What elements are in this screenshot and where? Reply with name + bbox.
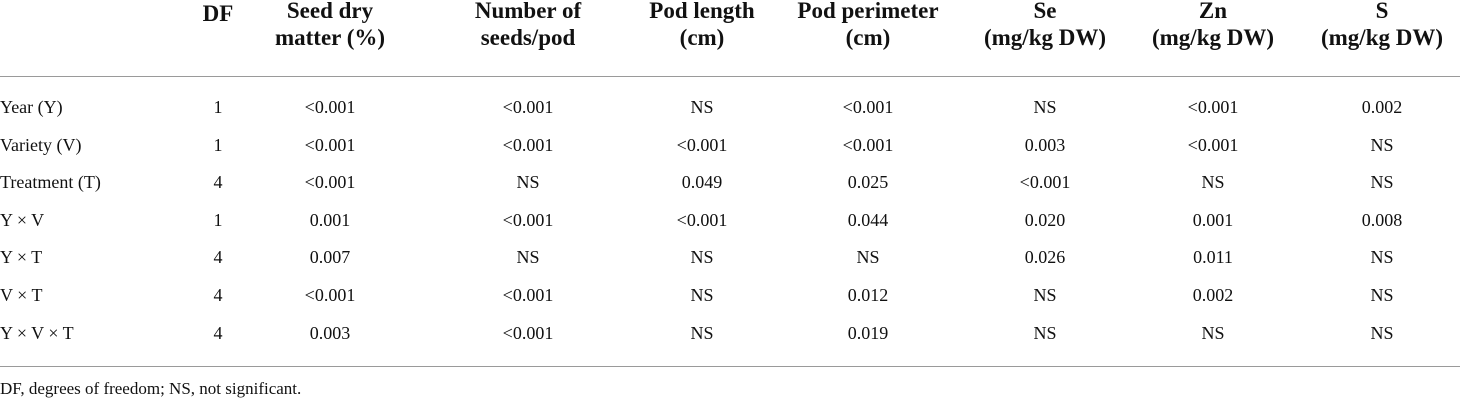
header-line: (cm) <box>679 25 725 50</box>
header-line: DF <box>202 1 234 26</box>
header-line: (mg/kg DW) <box>1151 25 1275 50</box>
column-header: S (mg/kg DW) <box>1321 0 1443 51</box>
cell-value: 0.025 <box>847 172 889 193</box>
cell-value: 1 <box>213 209 223 230</box>
cell-value: 0.049 <box>681 172 723 193</box>
cell-value: 0.002 <box>1361 97 1403 117</box>
cell-value: NS <box>1370 322 1394 343</box>
cell-value: <0.001 <box>842 97 894 117</box>
cell-value: NS <box>690 247 714 268</box>
cell-value: <0.001 <box>304 172 356 193</box>
cell-value: <0.001 <box>502 134 554 155</box>
cell-value: 0.002 <box>1192 285 1234 305</box>
cell-value: <0.001 <box>304 134 356 155</box>
header-line: S <box>1375 0 1389 23</box>
row-label: Y × V <box>0 209 45 230</box>
cell-value: 0.026 <box>1024 247 1066 268</box>
cell-value: <0.001 <box>1187 97 1239 117</box>
footnote: DF, degrees of freedom; NS, not signific… <box>0 379 302 398</box>
cell-value: 0.008 <box>1361 209 1403 230</box>
cell-value: NS <box>690 322 714 343</box>
column-header: Seed dry matter (%) <box>275 0 385 51</box>
row-label: Y × V × T <box>0 322 74 343</box>
column-header: Pod perimeter (cm) <box>797 0 938 51</box>
cell-value: <0.001 <box>1019 172 1071 193</box>
cell-value: 4 <box>213 322 223 343</box>
cell-value: <0.001 <box>502 209 554 230</box>
cell-value: 0.001 <box>1192 209 1234 230</box>
column-header: Zn (mg/kg DW) <box>1152 0 1274 51</box>
header-line: Se <box>1033 0 1057 23</box>
row-label: Year (Y) <box>0 97 63 117</box>
cell-value: NS <box>690 285 714 305</box>
column-header: Se (mg/kg DW) <box>984 0 1106 51</box>
cell-value: 0.044 <box>847 209 889 230</box>
cell-value: 0.020 <box>1024 209 1066 230</box>
column-header: DF <box>203 0 234 27</box>
cell-value: NS <box>1370 247 1394 268</box>
cell-value: <0.001 <box>502 285 554 305</box>
cell-value: 0.012 <box>847 285 889 305</box>
cell-value: 0.001 <box>309 209 351 230</box>
cell-value: NS <box>1033 285 1057 305</box>
cell-value: <0.001 <box>502 97 554 117</box>
cell-value: 0.003 <box>309 322 351 343</box>
header-line: (mg/kg DW) <box>1320 25 1444 50</box>
cell-value: <0.001 <box>1187 134 1239 155</box>
header-line: Pod perimeter <box>797 0 939 23</box>
cell-value: NS <box>516 172 540 193</box>
header-line: seeds/pod <box>480 25 576 50</box>
cell-value: 1 <box>213 134 223 155</box>
row-label: Treatment (T) <box>0 172 101 193</box>
column-header: Pod length (cm) <box>649 0 754 51</box>
header-line: Zn <box>1198 0 1228 23</box>
cell-value: 1 <box>213 97 223 117</box>
cell-value: NS <box>1033 97 1057 117</box>
cell-value: NS <box>516 247 540 268</box>
cell-value: NS <box>856 247 880 268</box>
cell-value: 4 <box>213 285 223 305</box>
cell-value: NS <box>1201 172 1225 193</box>
header-rule <box>0 76 1460 77</box>
cell-value: 4 <box>213 247 223 268</box>
row-label: Y × T <box>0 247 43 268</box>
bottom-rule <box>0 366 1460 367</box>
cell-value: 0.019 <box>847 322 889 343</box>
cell-value: NS <box>1370 172 1394 193</box>
cell-value: 4 <box>213 172 223 193</box>
header-line: Number of <box>474 0 582 23</box>
row-label: Variety (V) <box>0 134 82 155</box>
cell-value: NS <box>1370 134 1394 155</box>
header-line: (cm) <box>845 25 891 50</box>
cell-value: NS <box>690 97 714 117</box>
cell-value: <0.001 <box>676 209 728 230</box>
header-line: (mg/kg DW) <box>983 25 1107 50</box>
row-label: V × T <box>0 285 43 305</box>
cell-value: NS <box>1370 285 1394 305</box>
cell-value: 0.007 <box>309 247 351 268</box>
cell-value: <0.001 <box>842 134 894 155</box>
cell-value: 0.003 <box>1024 134 1066 155</box>
cell-value: NS <box>1033 322 1057 343</box>
header-line: matter (%) <box>274 25 386 50</box>
cell-value: NS <box>1201 322 1225 343</box>
header-line: Seed dry <box>286 0 374 23</box>
header-line: Pod length <box>649 0 755 23</box>
cell-value: <0.001 <box>304 97 356 117</box>
column-header: Number of seeds/pod <box>475 0 581 51</box>
cell-value: <0.001 <box>502 322 554 343</box>
cell-value: 0.011 <box>1193 247 1233 268</box>
cell-value: <0.001 <box>304 285 356 305</box>
cell-value: <0.001 <box>676 134 728 155</box>
